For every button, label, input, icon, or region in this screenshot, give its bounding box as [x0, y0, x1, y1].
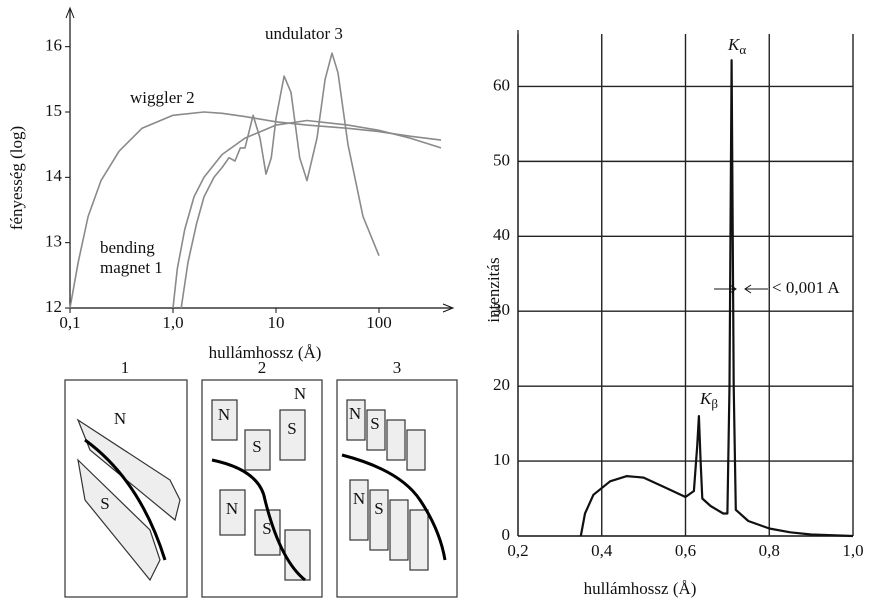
x-tick-label: 0,4: [591, 541, 613, 560]
line: [579, 59, 854, 538]
series-label: bending magnet 1: [100, 238, 163, 277]
x-tick-label: 100: [366, 313, 392, 332]
diagram-1: [64, 379, 188, 598]
x-axis-label: hullámhossz (Å): [584, 579, 697, 598]
pole-label: N: [218, 405, 230, 424]
pole-label: S: [370, 414, 379, 433]
diagram-label: 2: [258, 358, 267, 377]
pole-label: S: [262, 519, 271, 538]
y-tick-label: 15: [45, 101, 62, 120]
annotation-sub: α: [739, 42, 746, 57]
y-tick-label: 14: [45, 166, 63, 185]
series-label: undulator 3: [265, 24, 343, 43]
annotation: Kα: [727, 35, 746, 57]
annotation-sub: β: [711, 396, 718, 411]
pole-label: S: [252, 437, 261, 456]
y-tick-label: 12: [45, 297, 62, 316]
axis-arrow: [65, 6, 75, 19]
y-axis-label: intenzitás: [484, 257, 503, 322]
arrow: [744, 284, 768, 294]
diagram-3: [336, 379, 458, 598]
pole-label: S: [374, 499, 383, 518]
annotation: < 0,001 A: [772, 278, 840, 297]
annotation: Kβ: [699, 389, 718, 411]
pole-label: N: [114, 409, 126, 428]
y-tick-label: 20: [493, 375, 510, 394]
axis-arrow: [442, 303, 455, 313]
y-tick-label: 0: [502, 525, 511, 544]
annotation-text: K: [727, 35, 741, 54]
x-tick-label: 1,0: [842, 541, 863, 560]
annotation-text: K: [699, 389, 713, 408]
y-tick-label: 10: [493, 450, 510, 469]
annotation-text: < 0,001 A: [772, 278, 840, 297]
line: [69, 111, 442, 309]
series-label: wiggler 2: [130, 88, 195, 107]
pole-label: S: [287, 419, 296, 438]
diagram-label: 3: [393, 358, 402, 377]
diagram-2: [201, 379, 323, 598]
pole-label: N: [294, 384, 306, 403]
y-tick-label: 13: [45, 232, 62, 251]
y-axis-label: fényesség (log): [7, 126, 26, 230]
pole-label: N: [353, 489, 365, 508]
x-tick-label: 0,2: [507, 541, 528, 560]
y-tick-label: 60: [493, 75, 510, 94]
y-tick-label: 30: [493, 300, 510, 319]
x-tick-label: 10: [267, 313, 284, 332]
pole-label: N: [349, 404, 361, 423]
x-tick-label: 0,8: [759, 541, 780, 560]
x-tick-label: 0,6: [675, 541, 696, 560]
x-tick-label: 0,1: [59, 313, 80, 332]
diagram-label: 1: [121, 358, 130, 377]
y-tick-label: 16: [45, 36, 62, 55]
pole-label: S: [100, 494, 109, 513]
y-tick-label: 50: [493, 150, 510, 169]
line: [172, 119, 442, 309]
y-tick-label: 40: [493, 225, 510, 244]
pole-label: N: [226, 499, 238, 518]
x-axis-label: hullámhossz (Å): [209, 343, 322, 362]
arrow: [714, 284, 737, 294]
x-tick-label: 1,0: [162, 313, 183, 332]
line: [180, 52, 380, 309]
